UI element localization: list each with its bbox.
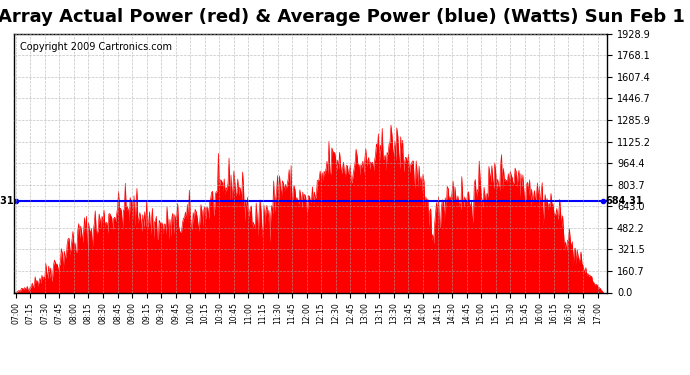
- Text: 684.31: 684.31: [0, 196, 14, 206]
- Text: West Array Actual Power (red) & Average Power (blue) (Watts) Sun Feb 1 17:11: West Array Actual Power (red) & Average …: [0, 8, 690, 26]
- Text: 684.31: 684.31: [605, 196, 643, 206]
- Text: Copyright 2009 Cartronics.com: Copyright 2009 Cartronics.com: [20, 42, 172, 51]
